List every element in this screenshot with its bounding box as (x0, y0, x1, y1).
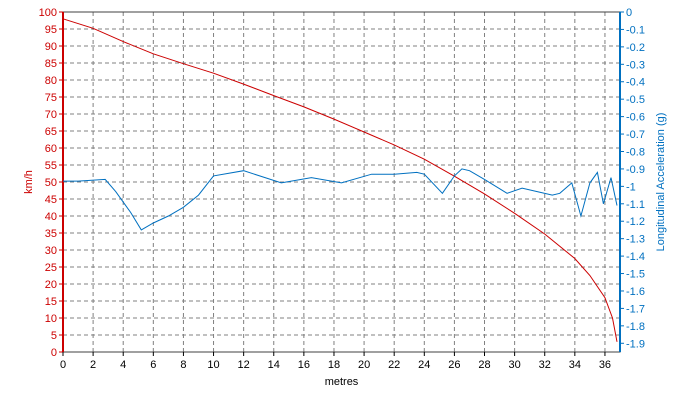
right-axis-ticks: 0 -0.1 -0.2 -0.3 -0.4 -0.5 -0.6 -0.7 -0.8 -0.9 -1 -… (620, 7, 645, 350)
left-tick-label: 70 (45, 109, 57, 121)
right-tick-label: -0.2 (626, 42, 645, 54)
left-tick-label: 80 (45, 75, 57, 87)
grid-lines (62, 11, 620, 353)
right-tick-label: -0.1 (626, 24, 645, 36)
left-tick-label: 40 (45, 211, 57, 223)
x-tick-label: 18 (328, 359, 340, 371)
right-tick-label: -1 (626, 181, 636, 193)
left-tick-label: 95 (45, 24, 57, 36)
right-tick-label: -1.4 (626, 251, 645, 263)
left-axis-title: km/h (23, 170, 35, 194)
x-tick-label: 4 (120, 359, 126, 371)
speed-series-line (62, 18, 618, 342)
right-tick-label: -0.8 (626, 146, 645, 158)
right-tick-label: -1.2 (626, 216, 645, 228)
right-tick-label: -0.6 (626, 112, 645, 124)
x-tick-label: 10 (207, 359, 219, 371)
left-tick-label: 45 (45, 194, 57, 206)
left-tick-label: 5 (51, 330, 57, 342)
series-group (62, 18, 618, 342)
x-tick-label: 14 (268, 359, 280, 371)
right-tick-label: -1.9 (626, 338, 645, 350)
x-tick-label: 32 (539, 359, 551, 371)
x-tick-label: 8 (180, 359, 186, 371)
x-tick-label: 22 (388, 359, 400, 371)
x-axis-ticks: 0 2 4 6 8 10 12 14 16 18 20 22 24 26 28 30 32 34 36 (60, 352, 611, 371)
x-tick-label: 12 (238, 359, 250, 371)
right-tick-label: -1.6 (626, 286, 645, 298)
x-tick-label: 28 (478, 359, 490, 371)
x-tick-label: 34 (569, 359, 581, 371)
left-tick-label: 0 (51, 347, 57, 359)
x-tick-label: 16 (298, 359, 310, 371)
right-tick-label: -1.1 (626, 199, 645, 211)
left-tick-label: 60 (45, 143, 57, 155)
right-tick-label: -0.7 (626, 129, 645, 141)
x-axis-title: metres (325, 376, 359, 388)
left-tick-label: 65 (45, 126, 57, 138)
left-axis-ticks: 0 5 10 15 20 25 30 35 40 45 50 55 60 65 70 75 80 85 90 95 10… (39, 7, 63, 359)
x-tick-label: 26 (448, 359, 460, 371)
x-tick-label: 20 (358, 359, 370, 371)
right-tick-label: -1.8 (626, 321, 645, 333)
right-axis-title: Longitudinal Acceleration (g) (655, 113, 667, 252)
left-tick-label: 30 (45, 245, 57, 257)
right-tick-label: -0.5 (626, 94, 645, 106)
acceleration-series-line (63, 168, 618, 231)
x-tick-label: 36 (599, 359, 611, 371)
left-tick-label: 85 (45, 58, 57, 70)
left-tick-label: 50 (45, 177, 57, 189)
right-tick-label: 0 (626, 7, 632, 19)
right-tick-label: -1.7 (626, 303, 645, 315)
x-tick-label: 2 (90, 359, 96, 371)
left-tick-label: 10 (45, 313, 57, 325)
left-tick-label: 15 (45, 296, 57, 308)
left-tick-label: 100 (39, 7, 57, 19)
left-tick-label: 25 (45, 262, 57, 274)
right-tick-label: -1.3 (626, 234, 645, 246)
x-tick-label: 6 (150, 359, 156, 371)
right-tick-label: -0.3 (626, 59, 645, 71)
x-tick-label: 24 (418, 359, 430, 371)
right-tick-label: -1.5 (626, 269, 645, 281)
left-tick-label: 55 (45, 160, 57, 172)
right-tick-label: -0.9 (626, 164, 645, 176)
x-tick-label: 30 (508, 359, 520, 371)
x-tick-label: 0 (60, 359, 66, 371)
left-tick-label: 75 (45, 92, 57, 104)
plot-area-frame (62, 11, 621, 353)
right-tick-label: -0.4 (626, 77, 645, 89)
left-tick-label: 35 (45, 228, 57, 240)
left-tick-label: 20 (45, 279, 57, 291)
left-tick-label: 90 (45, 41, 57, 53)
